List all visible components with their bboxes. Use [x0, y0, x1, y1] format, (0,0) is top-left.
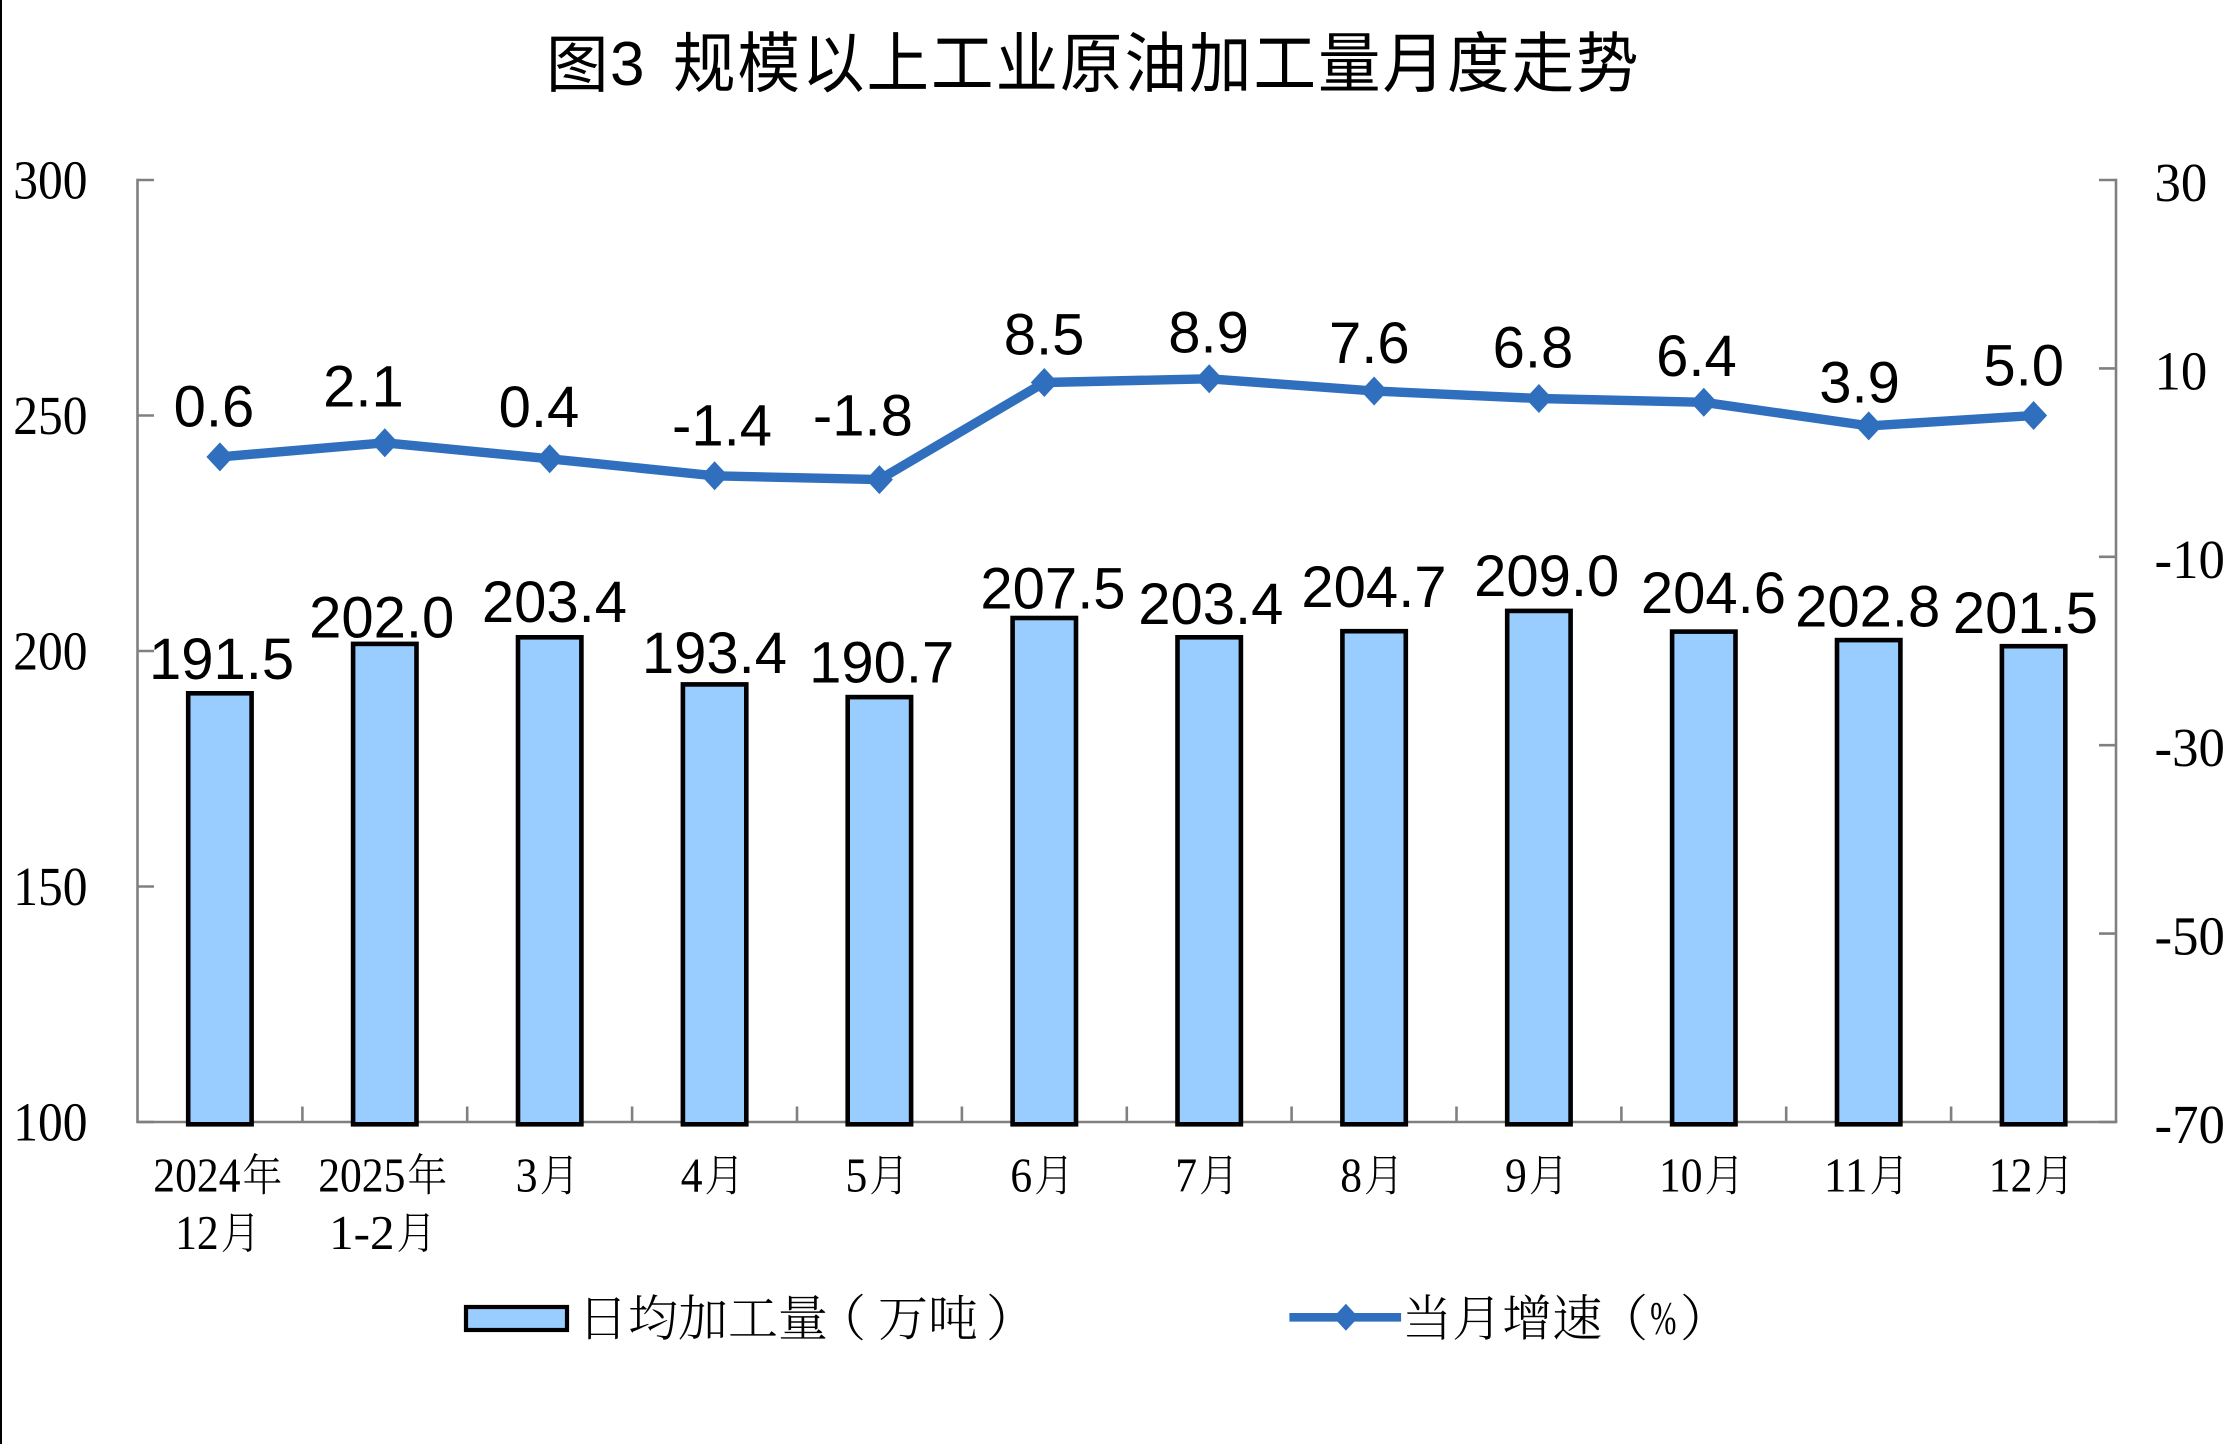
- svg-text:0.6: 0.6: [174, 375, 255, 440]
- svg-text:11: 11: [1824, 1150, 1868, 1203]
- svg-text:2024: 2024: [153, 1150, 240, 1203]
- svg-text:150: 150: [13, 857, 87, 918]
- svg-text:10: 10: [1659, 1150, 1703, 1203]
- svg-text:2.1: 2.1: [323, 355, 404, 420]
- svg-text:8.5: 8.5: [1004, 303, 1085, 368]
- svg-text:201.5: 201.5: [1953, 581, 2098, 646]
- svg-text:-30: -30: [2155, 717, 2225, 778]
- svg-text:3: 3: [516, 1150, 538, 1203]
- svg-text:2025: 2025: [318, 1150, 405, 1203]
- svg-text:207.5: 207.5: [980, 557, 1125, 622]
- svg-text:6.4: 6.4: [1656, 324, 1737, 389]
- svg-text:5.0: 5.0: [1983, 334, 2064, 399]
- svg-text:-70: -70: [2155, 1094, 2225, 1155]
- svg-text:5: 5: [846, 1150, 868, 1203]
- svg-text:250: 250: [13, 386, 87, 447]
- svg-text:209.0: 209.0: [1474, 544, 1619, 609]
- svg-text:-50: -50: [2155, 906, 2225, 967]
- svg-text:204.7: 204.7: [1301, 555, 1446, 620]
- svg-text:10: 10: [2155, 340, 2208, 401]
- svg-text:3.9: 3.9: [1819, 350, 1900, 415]
- svg-text:1-2: 1-2: [329, 1207, 394, 1260]
- svg-text:202.8: 202.8: [1795, 574, 1940, 639]
- svg-text:6: 6: [1010, 1150, 1032, 1203]
- svg-text:30: 30: [2155, 152, 2208, 213]
- svg-text:-1.4: -1.4: [672, 394, 772, 459]
- svg-text:191.5: 191.5: [149, 627, 294, 692]
- svg-text:0.4: 0.4: [499, 375, 580, 440]
- svg-text:202.0: 202.0: [309, 586, 454, 651]
- svg-text:-1.8: -1.8: [813, 383, 913, 448]
- svg-text:100: 100: [13, 1092, 87, 1153]
- svg-text:12: 12: [175, 1207, 219, 1260]
- svg-text:7: 7: [1175, 1150, 1197, 1203]
- svg-text:6.8: 6.8: [1493, 316, 1574, 381]
- svg-text:4: 4: [681, 1150, 703, 1203]
- svg-text:8.9: 8.9: [1168, 300, 1249, 365]
- svg-text:%: %: [1650, 1293, 1676, 1344]
- svg-text:203.4: 203.4: [1138, 572, 1283, 637]
- svg-text:9: 9: [1505, 1150, 1527, 1203]
- svg-text:193.4: 193.4: [642, 621, 787, 686]
- svg-text:12: 12: [1989, 1150, 2033, 1203]
- svg-text:203.4: 203.4: [482, 570, 627, 635]
- svg-text:300: 300: [13, 150, 87, 211]
- svg-text:204.6: 204.6: [1641, 561, 1786, 626]
- svg-text:7.6: 7.6: [1329, 311, 1410, 376]
- svg-text:-10: -10: [2155, 529, 2225, 590]
- svg-text:200: 200: [13, 621, 87, 682]
- svg-text:8: 8: [1340, 1150, 1362, 1203]
- svg-text:190.7: 190.7: [809, 631, 954, 696]
- svg-text:3: 3: [610, 30, 644, 99]
